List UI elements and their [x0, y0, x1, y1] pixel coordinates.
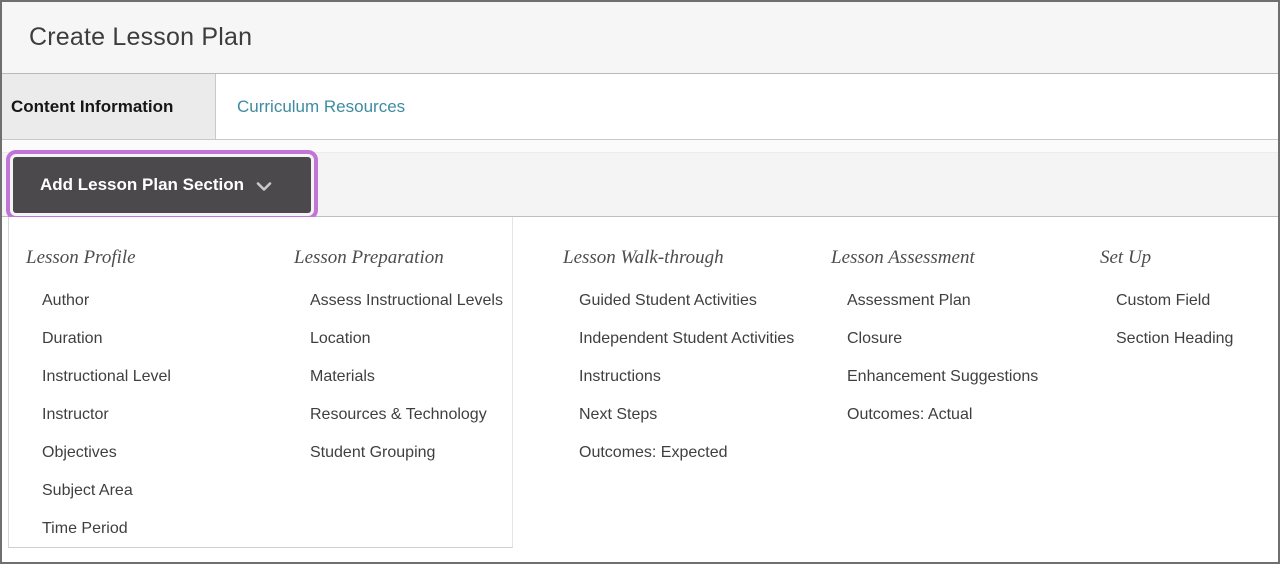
menu-column: Lesson Preparation Assess Instructional L… [294, 247, 563, 555]
menu-column: Lesson Walk-through Guided Student Activi… [563, 247, 831, 555]
highlight-ring: Add Lesson Plan Section [6, 150, 318, 220]
tab-content-information[interactable]: Content Information [2, 74, 216, 139]
menu-item[interactable]: Duration [42, 330, 103, 347]
menu-item[interactable]: Location [310, 330, 371, 347]
tab-bar: Content Information Curriculum Resources [2, 74, 1278, 140]
menu-item[interactable]: Guided Student Activities [579, 292, 757, 309]
tab-curriculum-resources[interactable]: Curriculum Resources [216, 74, 405, 139]
content-gap [2, 140, 1278, 152]
menu-column-heading: Lesson Assessment [831, 247, 975, 268]
menu-item[interactable]: Next Steps [579, 406, 658, 423]
menu-item[interactable]: Custom Field [1116, 292, 1211, 309]
menu-item[interactable]: Instructor [42, 406, 109, 423]
tab-label: Curriculum Resources [237, 96, 406, 116]
menu-item[interactable]: Materials [310, 368, 375, 385]
menu-item[interactable]: Instructional Level [42, 368, 171, 385]
menu-column-heading: Lesson Preparation [294, 247, 444, 268]
menu-item[interactable]: Assess Instructional Levels [310, 292, 503, 309]
menu-item[interactable]: Time Period [42, 520, 128, 537]
menu-item[interactable]: Student Grouping [310, 444, 436, 461]
tab-label: Content Information [11, 96, 174, 116]
menu-grid: Lesson Profile Author Duration Instructiona… [2, 217, 1278, 555]
menu-column: Lesson Assessment Assessment Plan Closure E… [831, 247, 1100, 555]
menu-item[interactable]: Independent Student Activities [579, 330, 795, 347]
menu-item[interactable]: Closure [847, 330, 903, 347]
menu-item[interactable]: Outcomes: Actual [847, 406, 973, 423]
menu-column-heading: Lesson Profile [26, 247, 136, 268]
add-lesson-plan-section-label: Add Lesson Plan Section [40, 175, 245, 194]
menu-item[interactable]: Resources & Technology [310, 406, 487, 423]
menu-item[interactable]: Instructions [579, 368, 661, 385]
menu-item[interactable]: Objectives [42, 444, 117, 461]
page-title: Create Lesson Plan [29, 23, 253, 51]
dropdown-menu: Lesson Profile Author Duration Instructiona… [2, 217, 1278, 562]
chevron-down-icon [256, 181, 272, 192]
menu-column: Set Up Custom Field Section Heading [1100, 247, 1268, 555]
menu-column-heading: Set Up [1100, 247, 1152, 268]
menu-item[interactable]: Enhancement Suggestions [847, 368, 1039, 385]
menu-item[interactable]: Outcomes: Expected [579, 444, 728, 461]
menu-column: Lesson Profile Author Duration Instructiona… [26, 247, 294, 555]
menu-item[interactable]: Section Heading [1116, 330, 1234, 347]
menu-item[interactable]: Author [42, 292, 90, 309]
add-lesson-plan-section-button[interactable]: Add Lesson Plan Section [13, 157, 311, 213]
menu-item[interactable]: Subject Area [42, 482, 133, 499]
page-header: Create Lesson Plan [2, 2, 1278, 74]
action-bar: Add Lesson Plan Section [2, 150, 1278, 220]
menu-column-heading: Lesson Walk-through [563, 247, 724, 268]
menu-item[interactable]: Assessment Plan [847, 292, 971, 309]
